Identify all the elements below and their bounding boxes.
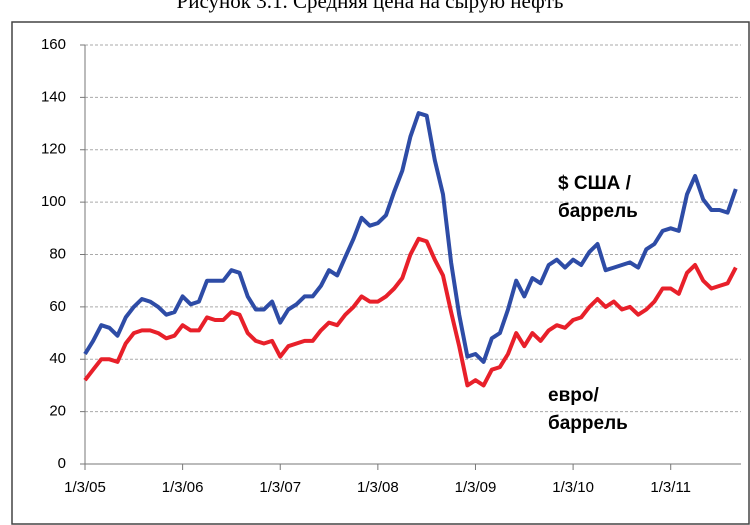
y-tick-label: 100 bbox=[41, 193, 66, 210]
x-tick-label: 1/3/05 bbox=[64, 479, 106, 496]
line-series bbox=[83, 111, 738, 364]
x-tick-label: 1/3/09 bbox=[455, 479, 497, 496]
chart-title: Рисунок 3.1. Средняя цена на сырую нефть bbox=[177, 0, 564, 13]
line-series bbox=[83, 236, 738, 388]
x-tick-label: 1/3/10 bbox=[552, 479, 594, 496]
y-tick-label: 60 bbox=[49, 298, 66, 315]
y-tick-label: 80 bbox=[49, 245, 66, 262]
y-tick-label: 20 bbox=[49, 403, 66, 420]
y-tick-label: 160 bbox=[41, 36, 66, 53]
annotation: баррель bbox=[558, 201, 638, 222]
y-tick-label: 0 bbox=[58, 455, 66, 472]
x-tick-label: 1/3/07 bbox=[259, 479, 301, 496]
chart-frame bbox=[11, 21, 750, 525]
annotation: баррель bbox=[548, 413, 628, 434]
y-tick-label: 120 bbox=[41, 141, 66, 158]
x-tick-label: 1/3/08 bbox=[357, 479, 399, 496]
annotation: евро/ bbox=[548, 385, 599, 406]
y-tick-label: 140 bbox=[41, 88, 66, 105]
annotation: $ США / bbox=[558, 173, 632, 194]
x-tick-label: 1/3/11 bbox=[650, 479, 691, 496]
x-tick-label: 1/3/06 bbox=[162, 479, 204, 496]
y-tick-label: 40 bbox=[49, 350, 66, 367]
